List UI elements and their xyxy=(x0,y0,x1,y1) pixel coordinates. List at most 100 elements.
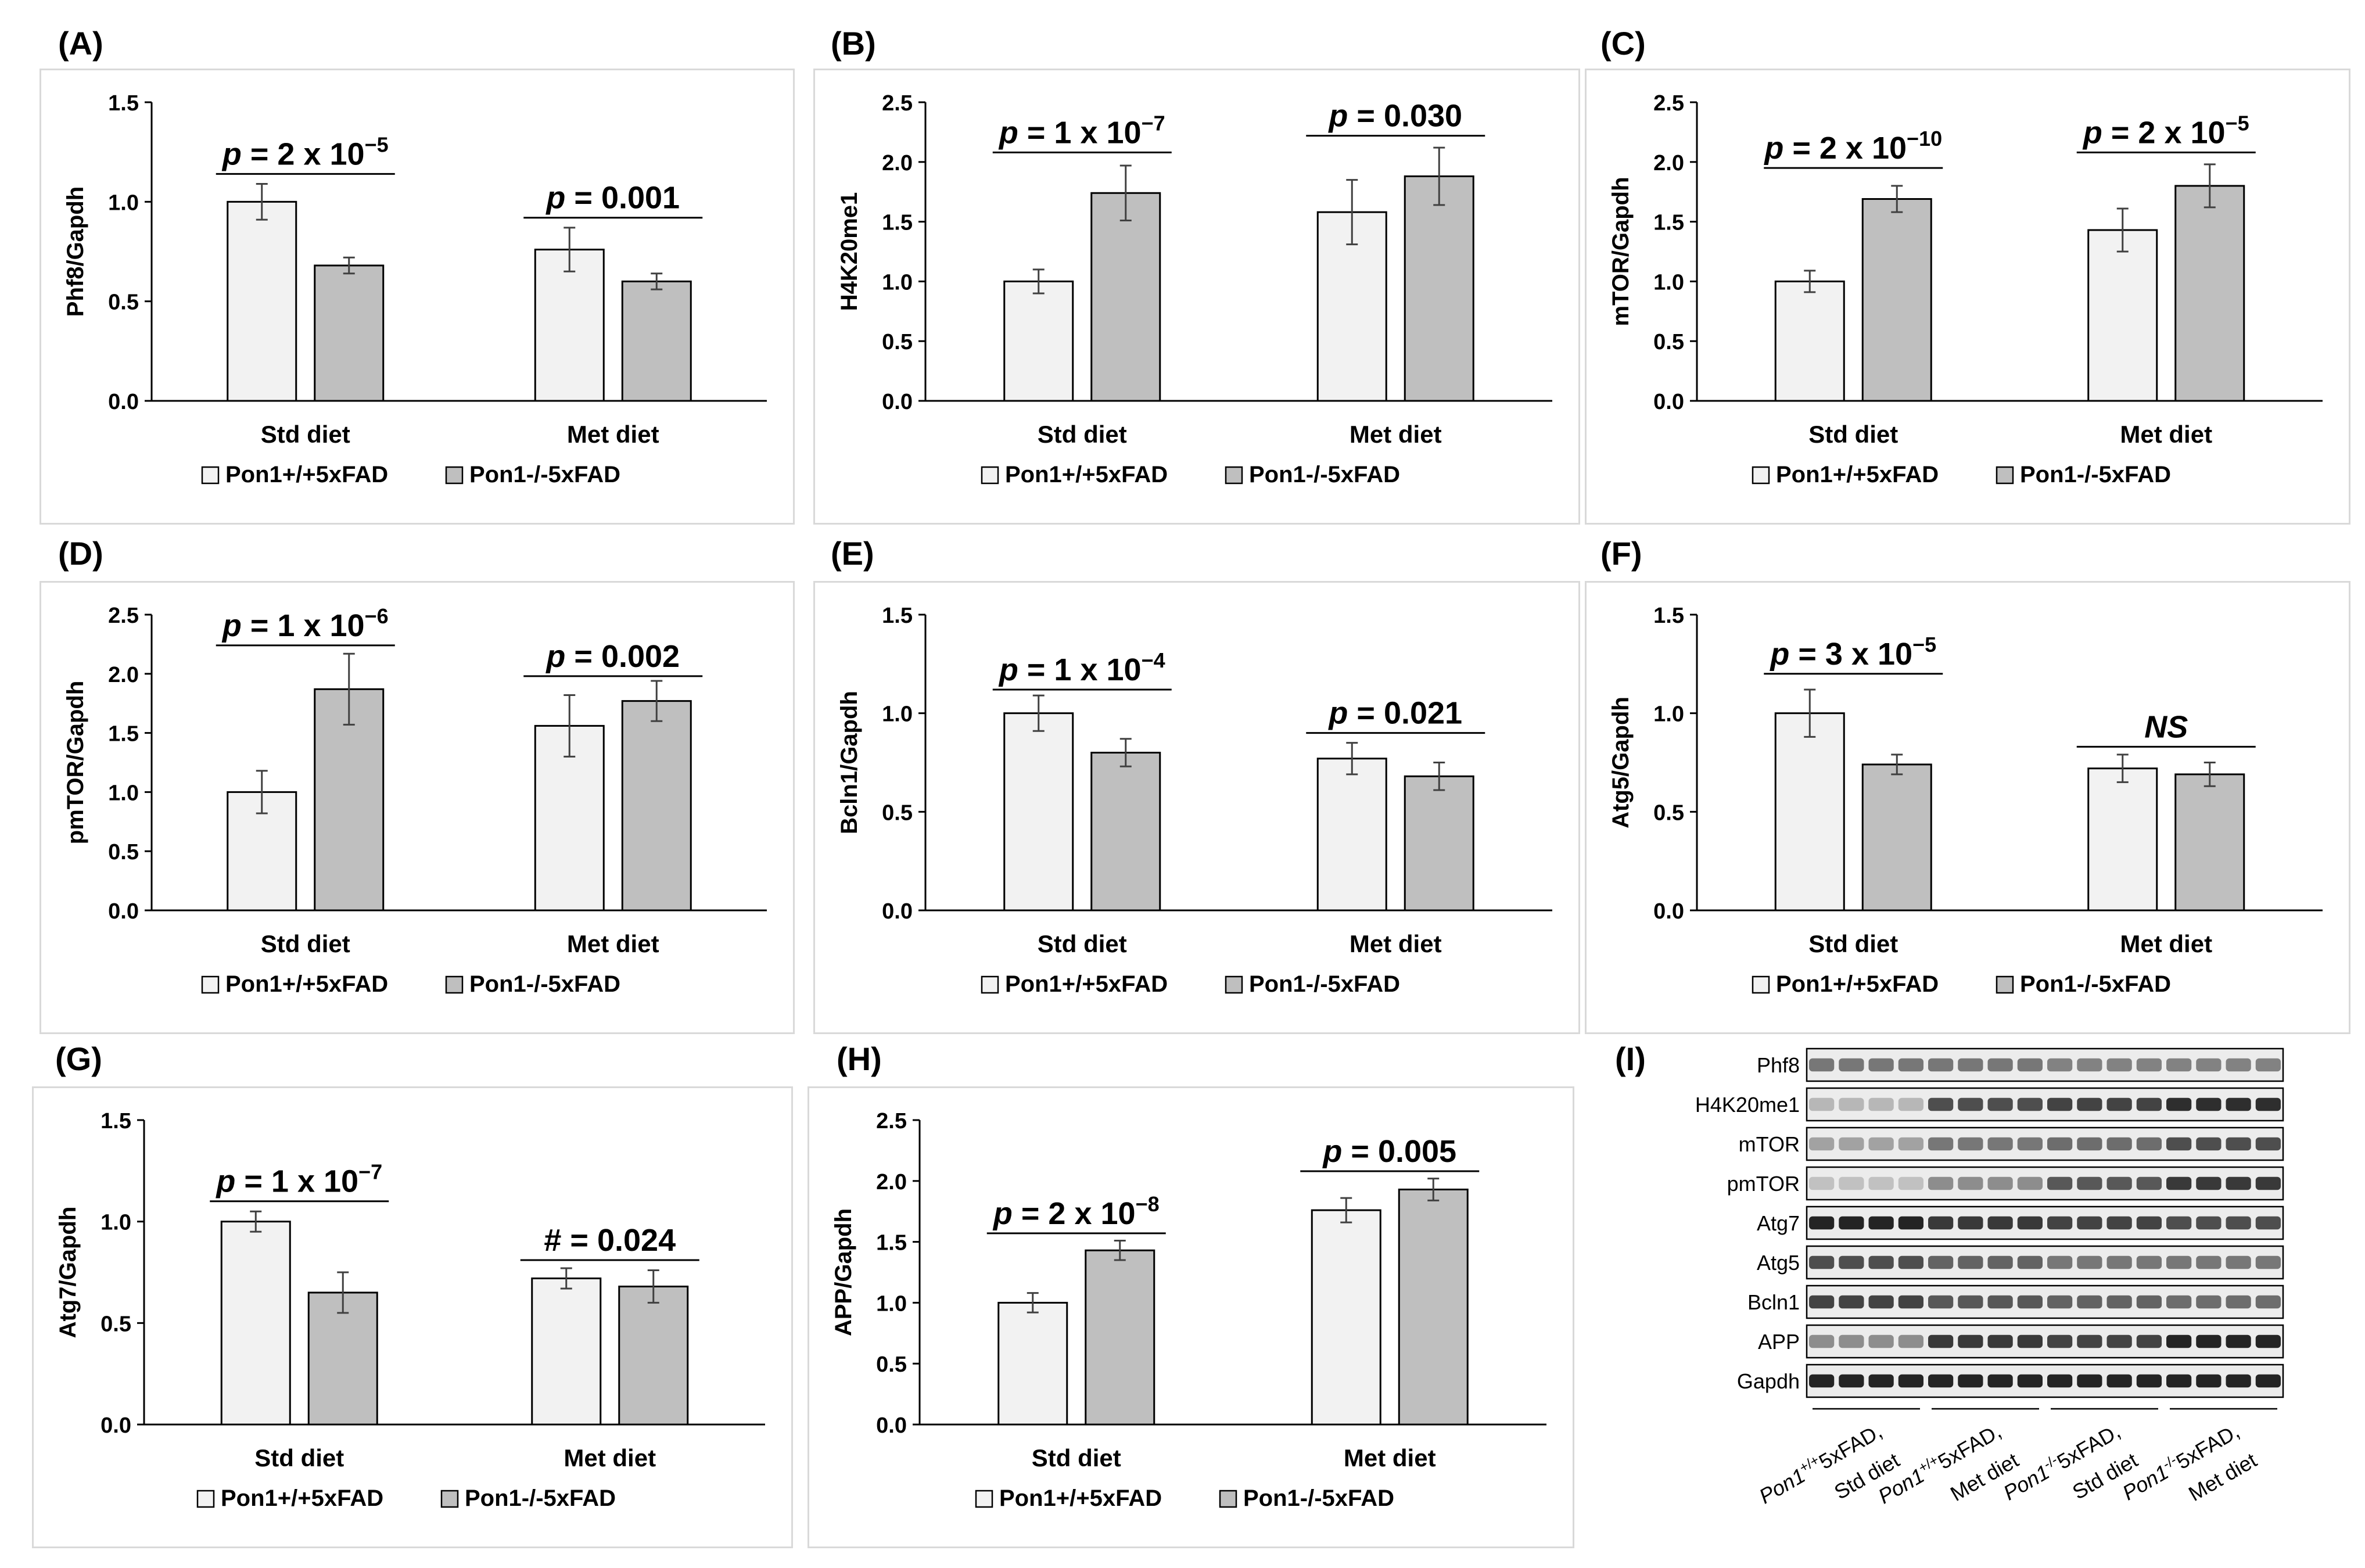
y-tick-label: 0.0 xyxy=(108,390,139,414)
blot-band xyxy=(2047,1255,2073,1269)
blot-band xyxy=(2255,1137,2281,1151)
y-tick-label: 1.0 xyxy=(101,1211,131,1235)
legend-label: Pon1-/-5xFAD xyxy=(2020,971,2171,997)
blot-band xyxy=(2047,1176,2073,1190)
blot-band xyxy=(1809,1374,1835,1388)
blot-row-label: Phf8 xyxy=(1757,1053,1800,1077)
chart-bcln1: 0.0 0.5 1.0 1.5 Bcln1/Gapdh Std diet p = 1 x 1… xyxy=(813,581,1580,1034)
significance-label: p = 0.005 xyxy=(1322,1134,1456,1169)
blot-band xyxy=(1839,1097,1864,1111)
blot-band xyxy=(2077,1216,2102,1230)
blot-band xyxy=(1958,1058,1983,1072)
blot-band xyxy=(2017,1334,2043,1348)
y-axis-label: Atg5/Gapdh xyxy=(1608,697,1634,828)
blot-band xyxy=(1928,1374,1954,1388)
y-tick-label: 2.5 xyxy=(882,91,913,116)
blot-band xyxy=(2017,1176,2043,1190)
blot-band xyxy=(2255,1176,2281,1190)
legend-label: Pon1-/-5xFAD xyxy=(2020,462,2171,487)
legend-label: Pon1-/-5xFAD xyxy=(1249,971,1400,997)
significance-prefix: p xyxy=(992,1196,1013,1231)
blot-band xyxy=(2196,1295,2222,1309)
significance-text: = 0.002 xyxy=(565,639,680,674)
legend-swatch xyxy=(445,466,464,485)
blot-band xyxy=(2255,1255,2281,1269)
y-axis-label: pmTOR/Gapdh xyxy=(63,681,88,844)
significance-prefix: p xyxy=(1769,637,1789,672)
bar xyxy=(1774,712,1845,912)
chart-pmtor: 0.0 0.5 1.0 1.5 2.0 2.5 pmTOR/Gapdh Std diet p =… xyxy=(40,581,795,1034)
significance-label: p = 0.021 xyxy=(1327,696,1462,731)
blot-band xyxy=(1868,1176,1894,1190)
blot-band xyxy=(2136,1137,2162,1151)
significance-prefix: p xyxy=(998,115,1018,150)
blot-band xyxy=(1898,1295,1923,1309)
blot-band xyxy=(2106,1374,2132,1388)
blot-band xyxy=(2166,1255,2192,1269)
blot-band xyxy=(1898,1176,1923,1190)
blot-band xyxy=(2017,1374,2043,1388)
legend-label: Pon1-/-5xFAD xyxy=(469,462,620,487)
significance-text: = 0.021 xyxy=(1348,696,1462,731)
western-blot-panel: Phf8 H4K20me1 mTOR pmTOR Atg7 Atg5 Bcln1 APP Gap… xyxy=(1603,1037,2353,1548)
category-label: Std diet xyxy=(1032,1444,1121,1472)
blot-band xyxy=(1868,1216,1894,1230)
y-tick-label: 1.5 xyxy=(108,91,139,116)
panel-label-e: (E) xyxy=(831,535,874,572)
blot-band xyxy=(2166,1374,2192,1388)
y-tick-label: 1.0 xyxy=(882,270,913,295)
blot-band xyxy=(2077,1097,2102,1111)
significance-prefix: p xyxy=(545,181,565,216)
category-label: Met diet xyxy=(1344,1444,1436,1472)
blot-band xyxy=(1958,1216,1983,1230)
legend-label: Pon1+/+5xFAD xyxy=(225,971,388,997)
significance-exponent: −7 xyxy=(1142,111,1165,135)
bar xyxy=(1316,758,1387,912)
significance-prefix: p xyxy=(221,608,242,643)
blot-band xyxy=(1958,1176,1983,1190)
legend-swatch xyxy=(1225,466,1243,485)
blot-band xyxy=(1958,1295,1983,1309)
legend-swatch xyxy=(1752,975,1770,994)
blot-band xyxy=(1987,1176,2013,1190)
bar xyxy=(1861,198,1932,402)
blot-row-label: mTOR xyxy=(1739,1132,1800,1156)
category-label: Std diet xyxy=(1038,421,1127,448)
chart-svg: 0.0 0.5 1.0 1.5 2.0 2.5 mTOR/Gapdh Std diet p = … xyxy=(1608,91,2323,487)
category-label: Met diet xyxy=(564,1444,656,1472)
significance-prefix: p xyxy=(221,137,242,171)
significance-prefix: p xyxy=(1327,99,1348,134)
significance-label: p = 2 x 10−8 xyxy=(992,1192,1160,1231)
blot-row-label: Atg5 xyxy=(1757,1251,1800,1275)
blot-band xyxy=(2136,1374,2162,1388)
category-label: Met diet xyxy=(1350,930,1442,957)
blot-band xyxy=(2106,1176,2132,1190)
chart-svg: 0.0 0.5 1.0 1.5 2.0 2.5 APP/Gapdh Std diet p = 2… xyxy=(831,1109,1546,1511)
blot-band xyxy=(2017,1058,2043,1072)
category-label: Std diet xyxy=(1038,930,1127,957)
y-axis-label: mTOR/Gapdh xyxy=(1608,177,1634,326)
legend-swatch xyxy=(1752,466,1770,485)
significance-text: = 1 x 10 xyxy=(1018,115,1142,150)
blot-band xyxy=(2077,1137,2102,1151)
blot-band xyxy=(1958,1334,1983,1348)
blot-band xyxy=(2136,1295,2162,1309)
category-label: Met diet xyxy=(567,930,659,957)
y-axis-label: Phf8/Gapdh xyxy=(63,186,88,317)
blot-band xyxy=(1868,1334,1894,1348)
significance-prefix: p xyxy=(1327,696,1348,731)
blot-band xyxy=(1987,1255,2013,1269)
significance-prefix: # xyxy=(544,1223,561,1258)
blot-band xyxy=(1868,1097,1894,1111)
blot-band xyxy=(2106,1097,2132,1111)
blot-band xyxy=(2106,1216,2132,1230)
blot-band xyxy=(1898,1137,1923,1151)
bar xyxy=(1404,775,1474,912)
blot-band xyxy=(1928,1176,1954,1190)
category-label: Met diet xyxy=(1350,421,1442,448)
bar xyxy=(1090,192,1161,402)
y-tick-label: 1.0 xyxy=(882,702,913,727)
blot-band xyxy=(2047,1097,2073,1111)
y-tick-label: 1.5 xyxy=(1653,211,1684,235)
bar xyxy=(2087,767,2158,912)
